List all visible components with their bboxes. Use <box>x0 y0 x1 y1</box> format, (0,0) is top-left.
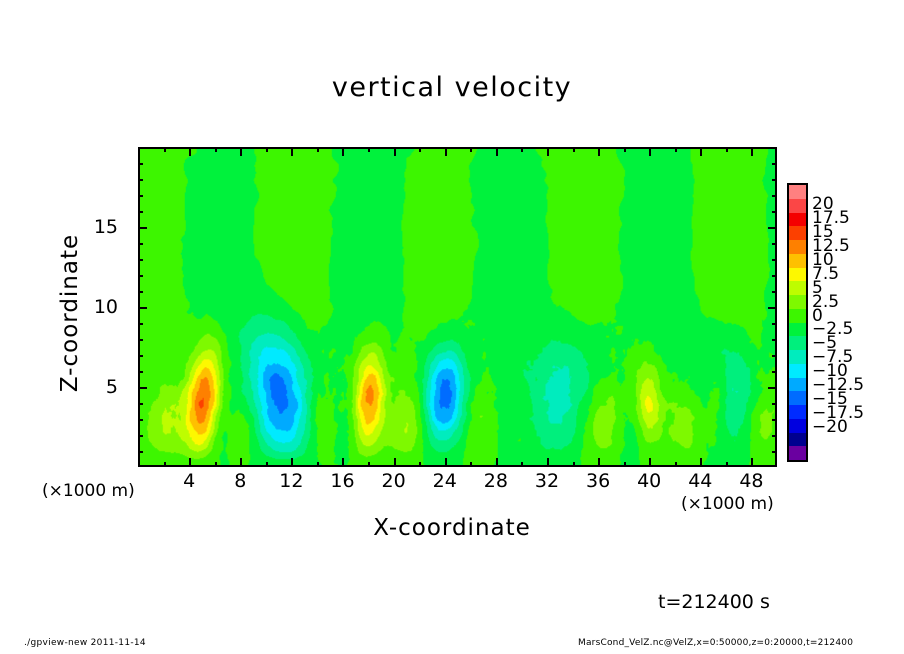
x-axis-units-left: (×1000 m) <box>42 481 135 501</box>
colorbar-tick-label: −12.5 <box>812 375 865 396</box>
colorbar-band <box>789 405 806 419</box>
time-annotation: t=212400 s <box>658 591 770 613</box>
x-axis-tick-label: 12 <box>279 470 304 492</box>
colorbar-band <box>789 432 806 447</box>
colorbar-tick-label: −7.5 <box>812 347 854 368</box>
colorbar-tick-label: −17.5 <box>812 403 865 424</box>
x-axis-tick-label: 28 <box>483 470 508 492</box>
colorbar-tick-label: −2.5 <box>812 319 854 340</box>
colorbar-tick-label: 0 <box>812 305 823 326</box>
colorbar-band <box>789 377 806 392</box>
colorbar <box>787 183 808 462</box>
x-axis-tick-label: 16 <box>330 470 355 492</box>
x-axis-tick-label: 36 <box>585 470 611 492</box>
x-axis-tick-label: 48 <box>739 470 764 492</box>
x-axis-tick-label: 32 <box>534 470 560 492</box>
colorbar-tick-label: 2.5 <box>812 291 840 312</box>
colorbar-band <box>789 446 806 460</box>
page-title: vertical velocity <box>331 72 573 103</box>
colorbar-band <box>789 391 806 405</box>
vertical-velocity-heatmap <box>140 149 775 465</box>
colorbar-tick-label: 12.5 <box>812 235 850 256</box>
x-axis-tick-label: 4 <box>183 470 196 492</box>
colorbar-band <box>789 240 806 254</box>
colorbar-band <box>789 226 806 240</box>
colorbar-tick-label: 17.5 <box>812 207 850 228</box>
x-axis-tick-label: 20 <box>381 470 406 492</box>
colorbar-band <box>789 253 806 268</box>
colorbar-band <box>789 336 806 350</box>
colorbar-band <box>789 267 806 282</box>
colorbar-band <box>789 350 806 364</box>
y-axis-title: Z-coordinate <box>57 233 83 393</box>
colorbar-tick-label: 15 <box>812 221 834 242</box>
y-axis-tick-label: 15 <box>93 216 118 238</box>
colorbar-tick-label: 10 <box>812 249 834 270</box>
x-axis-title: X-coordinate <box>373 515 531 541</box>
footer-command-text: ./gpview-new 2011-11-14 <box>24 638 146 648</box>
x-axis-tick-label: 44 <box>688 470 713 492</box>
x-axis-units-right: (×1000 m) <box>681 494 774 514</box>
y-axis-tick-label: 10 <box>93 296 118 318</box>
colorbar-band <box>789 363 806 378</box>
colorbar-tick-label: 5 <box>812 277 823 298</box>
colorbar-tick-label: −10 <box>812 361 848 382</box>
x-axis-tick-label: 8 <box>234 470 247 492</box>
footer-source-text: MarsCond_VelZ.nc@VelZ,x=0:50000,z=0:2000… <box>578 638 854 648</box>
colorbar-band <box>789 308 806 323</box>
y-axis-tick-label: 5 <box>105 376 118 398</box>
colorbar-band <box>789 185 806 199</box>
x-axis-tick-label: 40 <box>637 470 662 492</box>
colorbar-tick-label: −5 <box>812 333 838 354</box>
colorbar-tick-label: 20 <box>812 193 834 214</box>
colorbar-band <box>789 281 806 295</box>
colorbar-band <box>789 322 806 337</box>
colorbar-tick-label: −20 <box>812 417 848 438</box>
colorbar-band <box>789 418 806 433</box>
contour-plot-area <box>138 147 777 467</box>
colorbar-band <box>789 198 806 213</box>
colorbar-band <box>789 295 806 309</box>
colorbar-tick-label: 7.5 <box>812 263 840 284</box>
colorbar-tick-label: −15 <box>812 389 848 410</box>
x-axis-tick-label: 24 <box>432 470 457 492</box>
colorbar-band <box>789 212 806 227</box>
